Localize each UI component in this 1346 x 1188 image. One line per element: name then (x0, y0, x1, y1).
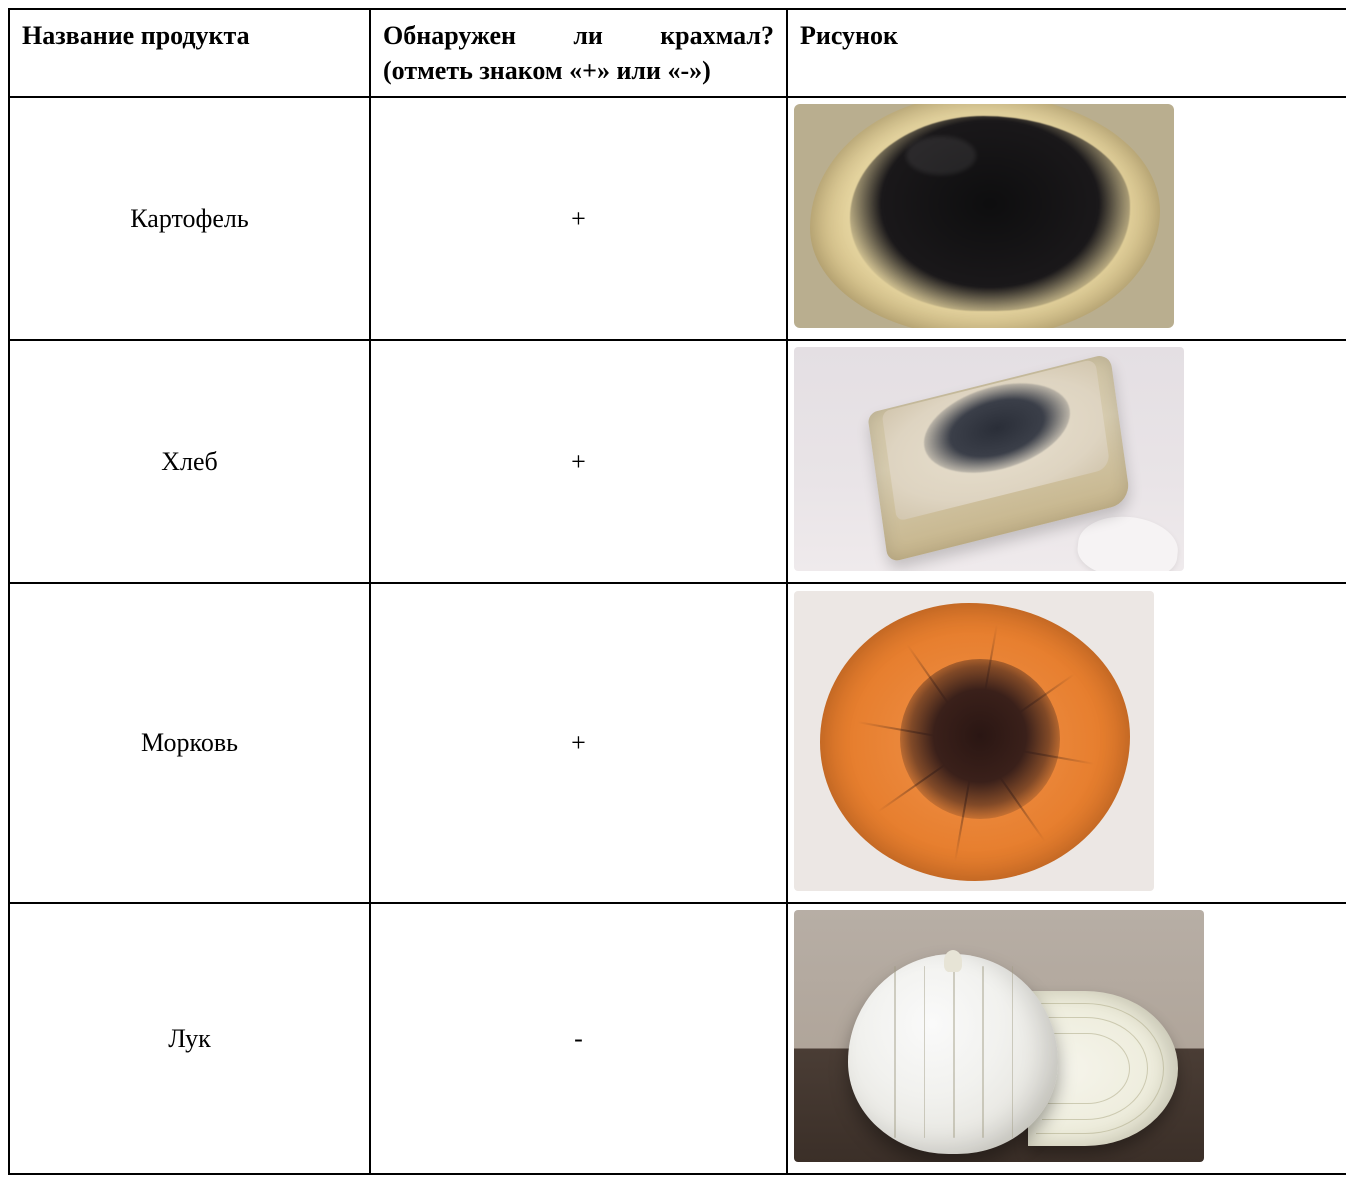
column-header-product: Название продукта (9, 9, 370, 97)
product-image-cell (787, 903, 1346, 1174)
column-header-starch: Обнаружен ли крахмал? (отметь знаком «+»… (370, 9, 787, 97)
table-row: Хлеб + (9, 340, 1346, 583)
product-name: Лук (9, 903, 370, 1174)
table-header-row: Название продукта Обнаружен ли крахмал? … (9, 9, 1346, 97)
starch-result: + (370, 340, 787, 583)
column-header-starch-line1: Обнаружен ли крахмал? (383, 21, 774, 50)
column-header-image: Рисунок (787, 9, 1346, 97)
table-row: Лук - (9, 903, 1346, 1174)
table-row: Морковь + (9, 583, 1346, 903)
starch-experiment-table: Название продукта Обнаружен ли крахмал? … (8, 8, 1346, 1175)
product-name: Хлеб (9, 340, 370, 583)
carrot-image (794, 591, 1154, 891)
starch-result: + (370, 97, 787, 340)
potato-image (794, 104, 1174, 328)
product-name: Морковь (9, 583, 370, 903)
bread-image (794, 347, 1184, 571)
product-image-cell (787, 97, 1346, 340)
starch-result: - (370, 903, 787, 1174)
onion-image (794, 910, 1204, 1162)
table-row: Картофель + (9, 97, 1346, 340)
starch-result: + (370, 583, 787, 903)
product-image-cell (787, 583, 1346, 903)
product-image-cell (787, 340, 1346, 583)
product-name: Картофель (9, 97, 370, 340)
column-header-starch-line2: (отметь знаком «+» или «-») (383, 53, 774, 88)
